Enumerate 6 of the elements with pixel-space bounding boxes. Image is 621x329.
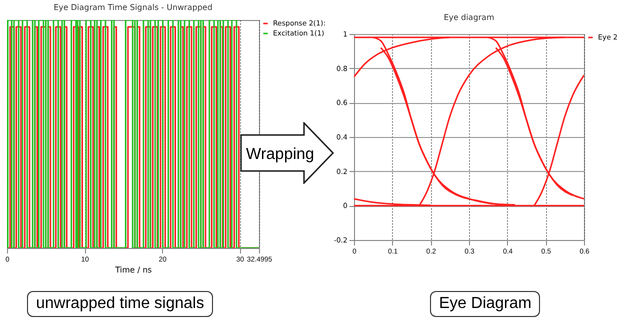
chart-title: Eye Diagram Time Signals - Unwrapped	[54, 3, 212, 12]
text: Eye Diagram	[430, 291, 540, 317]
chart-title: Eye diagram	[444, 13, 494, 22]
annotation: Wrapping	[246, 146, 314, 163]
x-axis-title: Time / ns	[114, 266, 152, 274]
text: unwrapped time signals	[27, 291, 214, 317]
